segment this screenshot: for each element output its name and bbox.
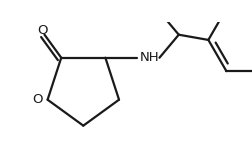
Text: O: O <box>32 93 42 106</box>
Text: Cl: Cl <box>217 0 231 2</box>
Text: NH: NH <box>139 51 159 64</box>
Text: O: O <box>37 24 48 37</box>
